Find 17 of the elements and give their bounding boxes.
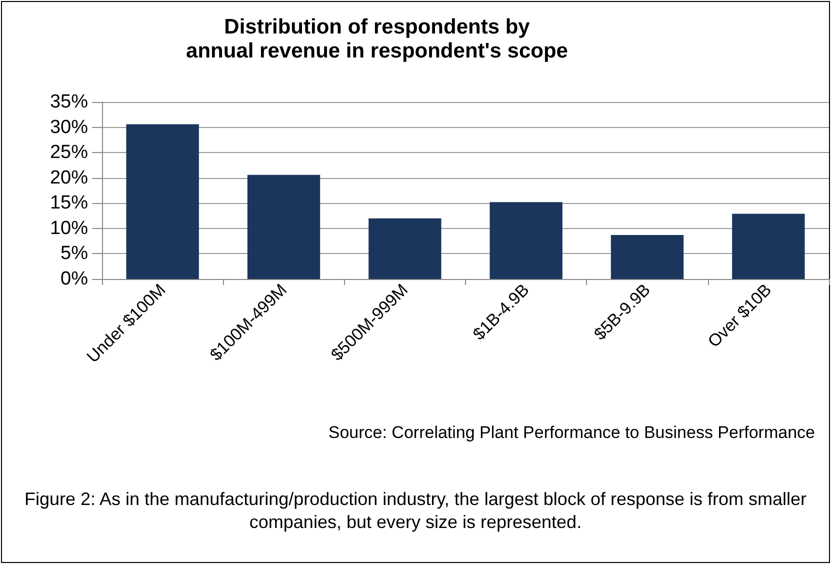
bar	[247, 174, 320, 279]
y-tick-label: 15%	[50, 192, 88, 214]
y-tick-label: 0%	[60, 268, 88, 290]
source-note: Source: Correlating Plant Performance to Business Performance	[328, 422, 815, 444]
y-tick-label: 20%	[50, 167, 88, 188]
bar	[610, 235, 684, 279]
bar	[732, 214, 805, 279]
y-tick-label: 30%	[50, 116, 88, 138]
bar	[490, 202, 562, 279]
y-tick-label: 10%	[50, 218, 88, 239]
bar	[126, 124, 199, 279]
caption: Figure 2: As in the manufacturing/production industry, the largest block of response is from smaller companies, but every size is represented.	[23, 488, 808, 534]
y-tick-label: 35%	[50, 92, 88, 112]
chart-title: Distribution of respondents by annual revenue in respondent's scope	[186, 16, 568, 62]
y-tick-label: 25%	[50, 142, 88, 164]
y-tick-label: 5%	[60, 243, 88, 264]
bar	[368, 218, 442, 279]
